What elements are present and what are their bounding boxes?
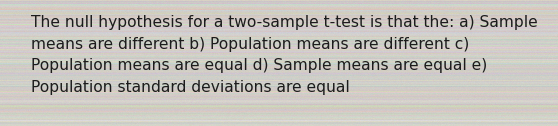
Text: The null hypothesis for a two-sample t-test is that the: a) Sample
means are dif: The null hypothesis for a two-sample t-t…	[31, 15, 537, 95]
